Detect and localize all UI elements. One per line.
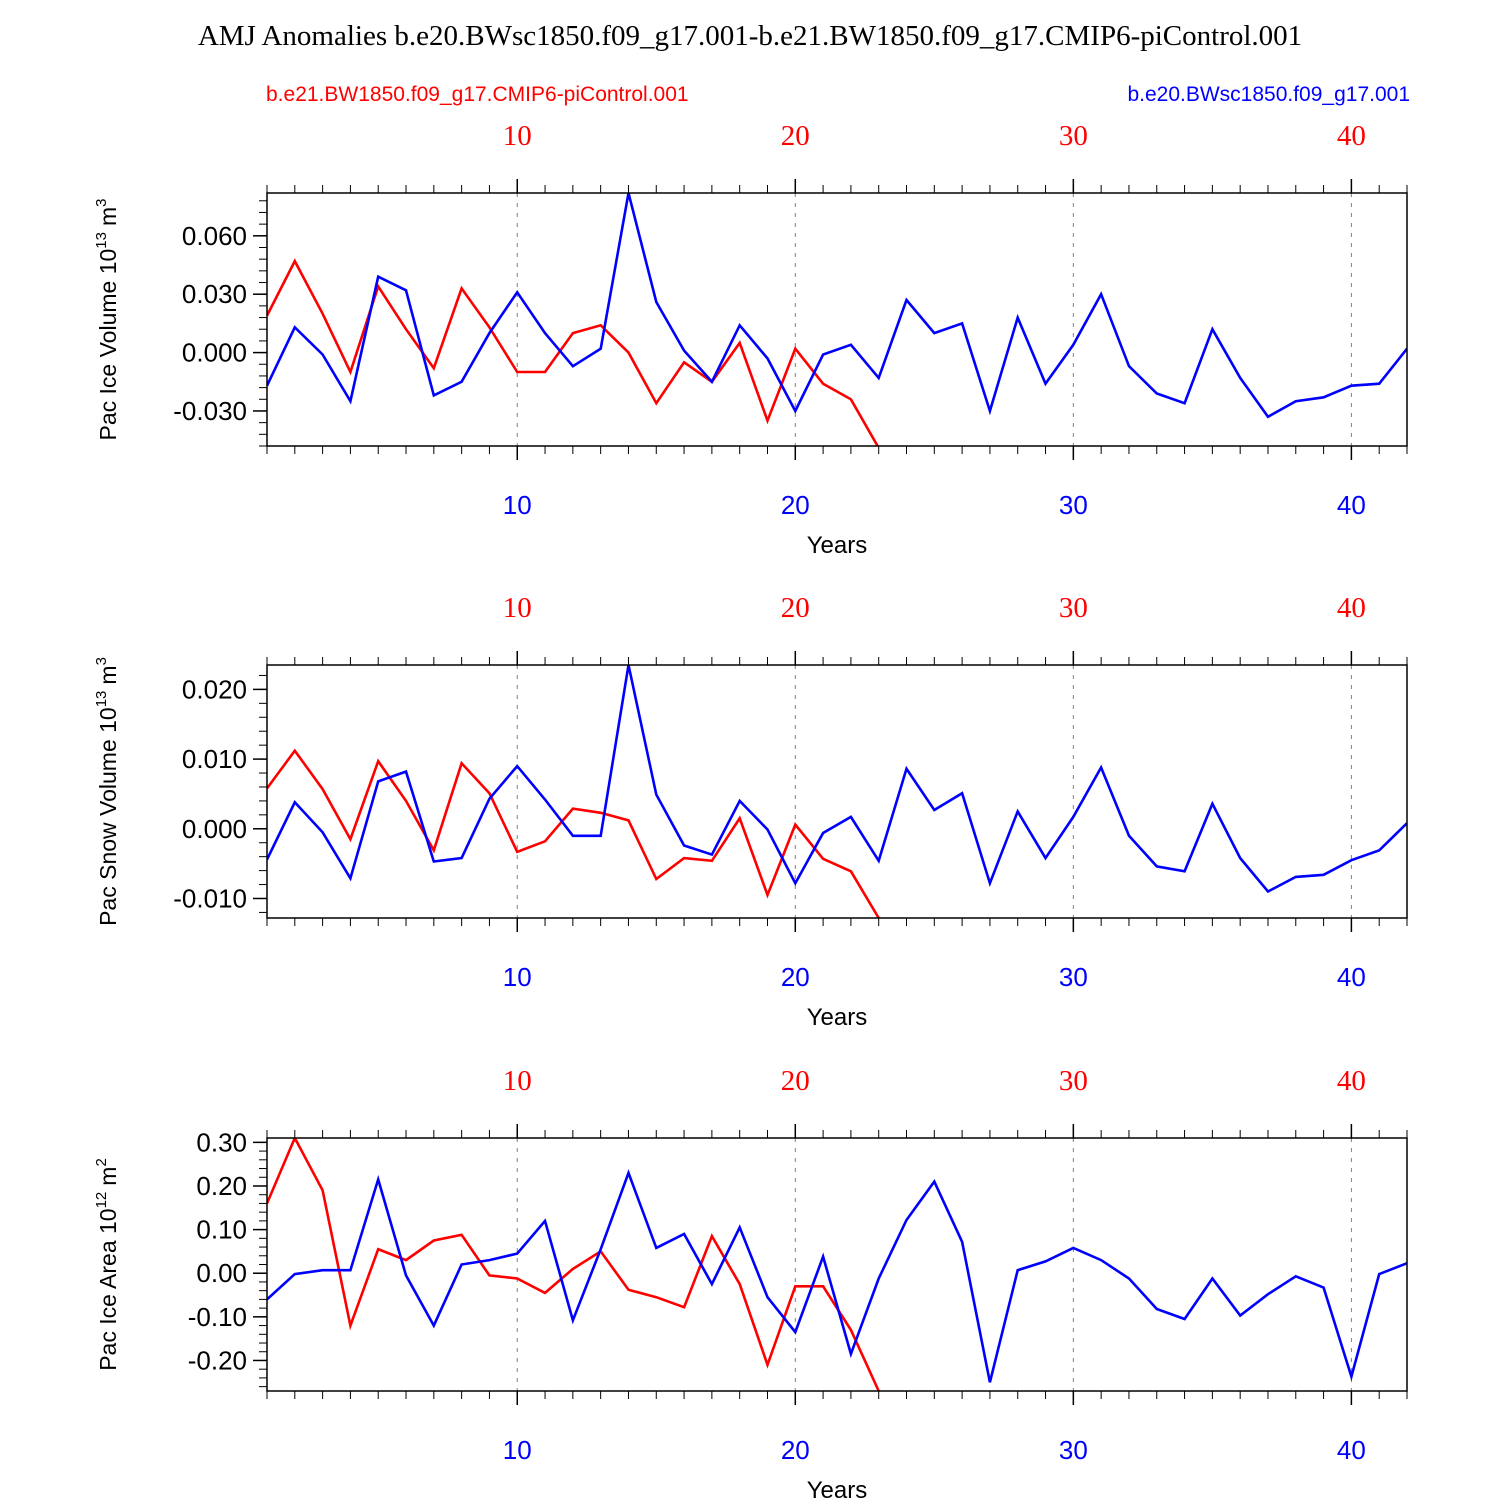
x-top-tick-label: 40 bbox=[1337, 1065, 1366, 1097]
pac-ice-volume-panel: -0.030 0.000 0.030 0.060 10 10 20 20 30 30 40 40 Yea… bbox=[93, 120, 1408, 559]
plot-frame bbox=[266, 192, 1408, 447]
series-group bbox=[267, 1138, 1407, 1391]
x-bottom-tick-label: 30 bbox=[1059, 490, 1088, 520]
x-top-tick-label: 30 bbox=[1059, 1065, 1088, 1097]
series-group bbox=[267, 665, 1407, 918]
x-top-tick-label: 30 bbox=[1059, 592, 1088, 624]
plot-frame bbox=[266, 664, 1408, 919]
y-axis-label-unit: m bbox=[95, 665, 121, 684]
x-bottom-tick-label: 20 bbox=[781, 490, 810, 520]
series-line-piControl bbox=[267, 258, 880, 446]
y-tick-label: 0.010 bbox=[182, 744, 247, 774]
x-top-tick-label: 10 bbox=[503, 120, 532, 152]
figure-title: AMJ Anomalies b.e20.BWsc1850.f09_g17.001… bbox=[198, 20, 1302, 52]
y-axis-label-text: Pac Ice Area 10 bbox=[95, 1208, 121, 1370]
x-axis-label: Years bbox=[807, 1477, 868, 1500]
x-axis-label: Years bbox=[807, 1004, 868, 1031]
legend-label-piControl: b.e21.BW1850.f09_g17.CMIP6-piControl.001 bbox=[266, 83, 689, 106]
y-axis-label: Pac Ice Volume 1013 m3 bbox=[93, 199, 121, 441]
x-top-tick-label: 30 bbox=[1059, 120, 1088, 152]
y-tick-label: 0.030 bbox=[182, 279, 247, 309]
plot-frame bbox=[266, 1137, 1408, 1392]
x-top-tick-label: 20 bbox=[781, 120, 810, 152]
series-line-piControl bbox=[267, 1138, 880, 1391]
y-tick-label: 0.060 bbox=[182, 221, 247, 251]
x-bottom-tick-label: 10 bbox=[503, 1435, 532, 1465]
y-tick-label: 0.30 bbox=[196, 1127, 247, 1157]
y-axis-label-exponent: 13 bbox=[93, 691, 110, 708]
x-bottom-tick-label: 10 bbox=[503, 962, 532, 992]
y-axis-label-unit-exponent: 3 bbox=[93, 199, 110, 207]
series-line-BWsc1850 bbox=[267, 665, 1407, 894]
x-top-tick-label: 40 bbox=[1337, 120, 1366, 152]
y-tick-label: -0.030 bbox=[173, 396, 247, 426]
y-tick-label: 0.000 bbox=[182, 338, 247, 368]
y-axis-label-exponent: 13 bbox=[93, 232, 110, 249]
x-bottom-tick-label: 40 bbox=[1337, 962, 1366, 992]
x-top-tick-label: 10 bbox=[503, 1065, 532, 1097]
x-bottom-tick-label: 20 bbox=[781, 962, 810, 992]
y-axis-label-exponent: 12 bbox=[93, 1192, 110, 1209]
y-axis-label-unit-exponent: 3 bbox=[93, 657, 110, 665]
y-tick-label: 0.020 bbox=[182, 674, 247, 704]
y-tick-label: 0.000 bbox=[182, 814, 247, 844]
pac-ice-area-panel: -0.20 -0.10 0.00 0.10 0.20 0.30 10 10 20 20 30 30 40… bbox=[93, 1065, 1408, 1500]
y-tick-label: 0.10 bbox=[196, 1215, 247, 1245]
y-axis-label-unit-exponent: 2 bbox=[93, 1158, 110, 1166]
x-bottom-tick-label: 30 bbox=[1059, 1435, 1088, 1465]
y-axis-label-unit: m bbox=[95, 207, 121, 226]
y-tick-label: -0.20 bbox=[188, 1345, 247, 1375]
x-bottom-tick-label: 20 bbox=[781, 1435, 810, 1465]
y-tick-label: 0.20 bbox=[196, 1171, 247, 1201]
y-tick-label: 0.00 bbox=[196, 1258, 247, 1288]
y-axis-label: Pac Snow Volume 1013 m3 bbox=[93, 657, 121, 926]
x-top-tick-label: 20 bbox=[781, 1065, 810, 1097]
x-bottom-tick-label: 40 bbox=[1337, 490, 1366, 520]
x-top-tick-label: 40 bbox=[1337, 592, 1366, 624]
chart-panels: -0.030 0.000 0.030 0.060 10 10 20 20 30 30 40 40 Yea… bbox=[93, 120, 1408, 1500]
y-axis-label-text: Pac Snow Volume 10 bbox=[95, 707, 121, 926]
series-line-BWsc1850 bbox=[267, 193, 1407, 419]
y-tick-label: -0.010 bbox=[173, 883, 247, 913]
x-top-tick-label: 10 bbox=[503, 592, 532, 624]
x-bottom-tick-label: 40 bbox=[1337, 1435, 1366, 1465]
series-line-BWsc1850 bbox=[267, 1169, 1407, 1383]
series-line-piControl bbox=[267, 748, 880, 918]
legend-label-BWsc1850: b.e20.BWsc1850.f09_g17.001 bbox=[1127, 83, 1410, 106]
x-top-tick-label: 20 bbox=[781, 592, 810, 624]
x-axis-label: Years bbox=[807, 532, 868, 559]
x-bottom-tick-label: 10 bbox=[503, 490, 532, 520]
y-tick-label: -0.10 bbox=[188, 1302, 247, 1332]
x-bottom-tick-label: 30 bbox=[1059, 962, 1088, 992]
y-axis-label-unit: m bbox=[95, 1167, 121, 1186]
y-axis-label: Pac Ice Area 1012 m2 bbox=[93, 1158, 121, 1371]
series-group bbox=[267, 193, 1407, 446]
pac-snow-volume-panel: -0.010 0.000 0.010 0.020 10 10 20 20 30 30 40 40 Yea… bbox=[93, 592, 1408, 1031]
y-axis-label-text: Pac Ice Volume 10 bbox=[95, 249, 121, 441]
